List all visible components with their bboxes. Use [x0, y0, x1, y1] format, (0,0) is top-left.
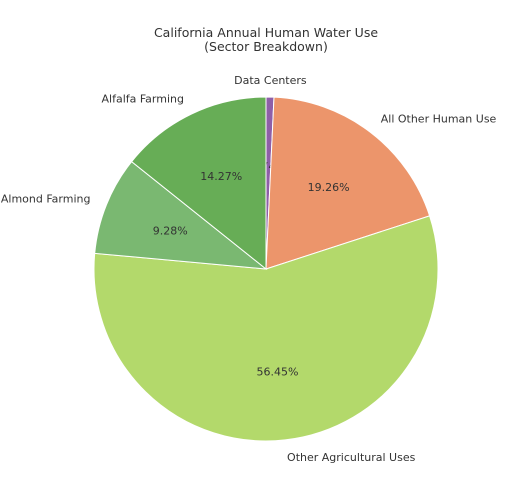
slice-percentage-label: 14.27%	[200, 170, 242, 183]
pie-slice	[130, 96, 267, 271]
chart-subtitle: (Sector Breakdown)	[204, 39, 328, 54]
chart-title: California Annual Human Water Use	[153, 25, 379, 40]
pie-slice	[93, 215, 439, 442]
slice-percentage-label: 56.45%	[257, 366, 299, 379]
slice-percentage-label: 19.26%	[308, 181, 350, 194]
slice-percentage-label: 9.28%	[153, 224, 188, 237]
slice-category-label: Almond Farming	[1, 192, 91, 205]
slice-category-label: Data Centers	[234, 74, 307, 87]
slice-category-label: Other Agricultural Uses	[287, 451, 416, 464]
pie-slice	[94, 160, 268, 270]
slice-category-label: All Other Human Use	[381, 113, 497, 126]
pie-slice	[265, 96, 431, 270]
slice-category-label: Alfalfa Farming	[102, 92, 184, 105]
